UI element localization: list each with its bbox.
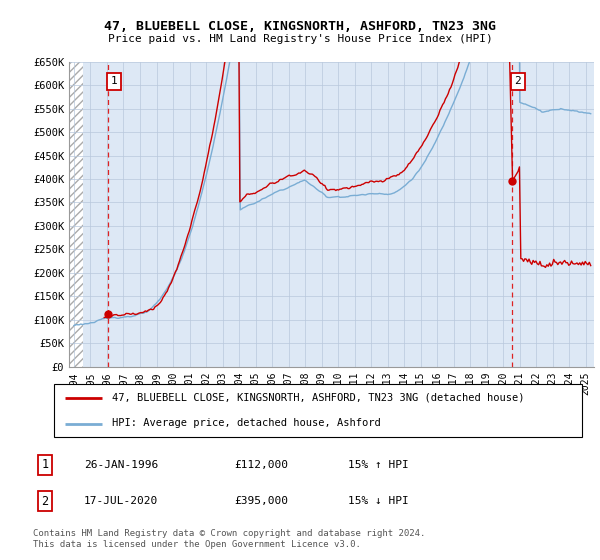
Text: 1: 1 — [110, 76, 118, 86]
Text: 15% ↑ HPI: 15% ↑ HPI — [348, 460, 409, 470]
Text: 47, BLUEBELL CLOSE, KINGSNORTH, ASHFORD, TN23 3NG (detached house): 47, BLUEBELL CLOSE, KINGSNORTH, ASHFORD,… — [112, 393, 524, 403]
Text: 2: 2 — [41, 494, 49, 508]
Text: Price paid vs. HM Land Registry's House Price Index (HPI): Price paid vs. HM Land Registry's House … — [107, 34, 493, 44]
FancyBboxPatch shape — [54, 384, 582, 437]
Text: 1: 1 — [41, 458, 49, 472]
Text: 15% ↓ HPI: 15% ↓ HPI — [348, 496, 409, 506]
Text: £395,000: £395,000 — [234, 496, 288, 506]
Text: 17-JUL-2020: 17-JUL-2020 — [84, 496, 158, 506]
Text: Contains HM Land Registry data © Crown copyright and database right 2024.
This d: Contains HM Land Registry data © Crown c… — [33, 529, 425, 549]
Text: HPI: Average price, detached house, Ashford: HPI: Average price, detached house, Ashf… — [112, 418, 381, 428]
Text: £112,000: £112,000 — [234, 460, 288, 470]
Text: 47, BLUEBELL CLOSE, KINGSNORTH, ASHFORD, TN23 3NG: 47, BLUEBELL CLOSE, KINGSNORTH, ASHFORD,… — [104, 20, 496, 32]
Text: 2: 2 — [515, 76, 521, 86]
Bar — [69, 62, 83, 367]
Text: 26-JAN-1996: 26-JAN-1996 — [84, 460, 158, 470]
